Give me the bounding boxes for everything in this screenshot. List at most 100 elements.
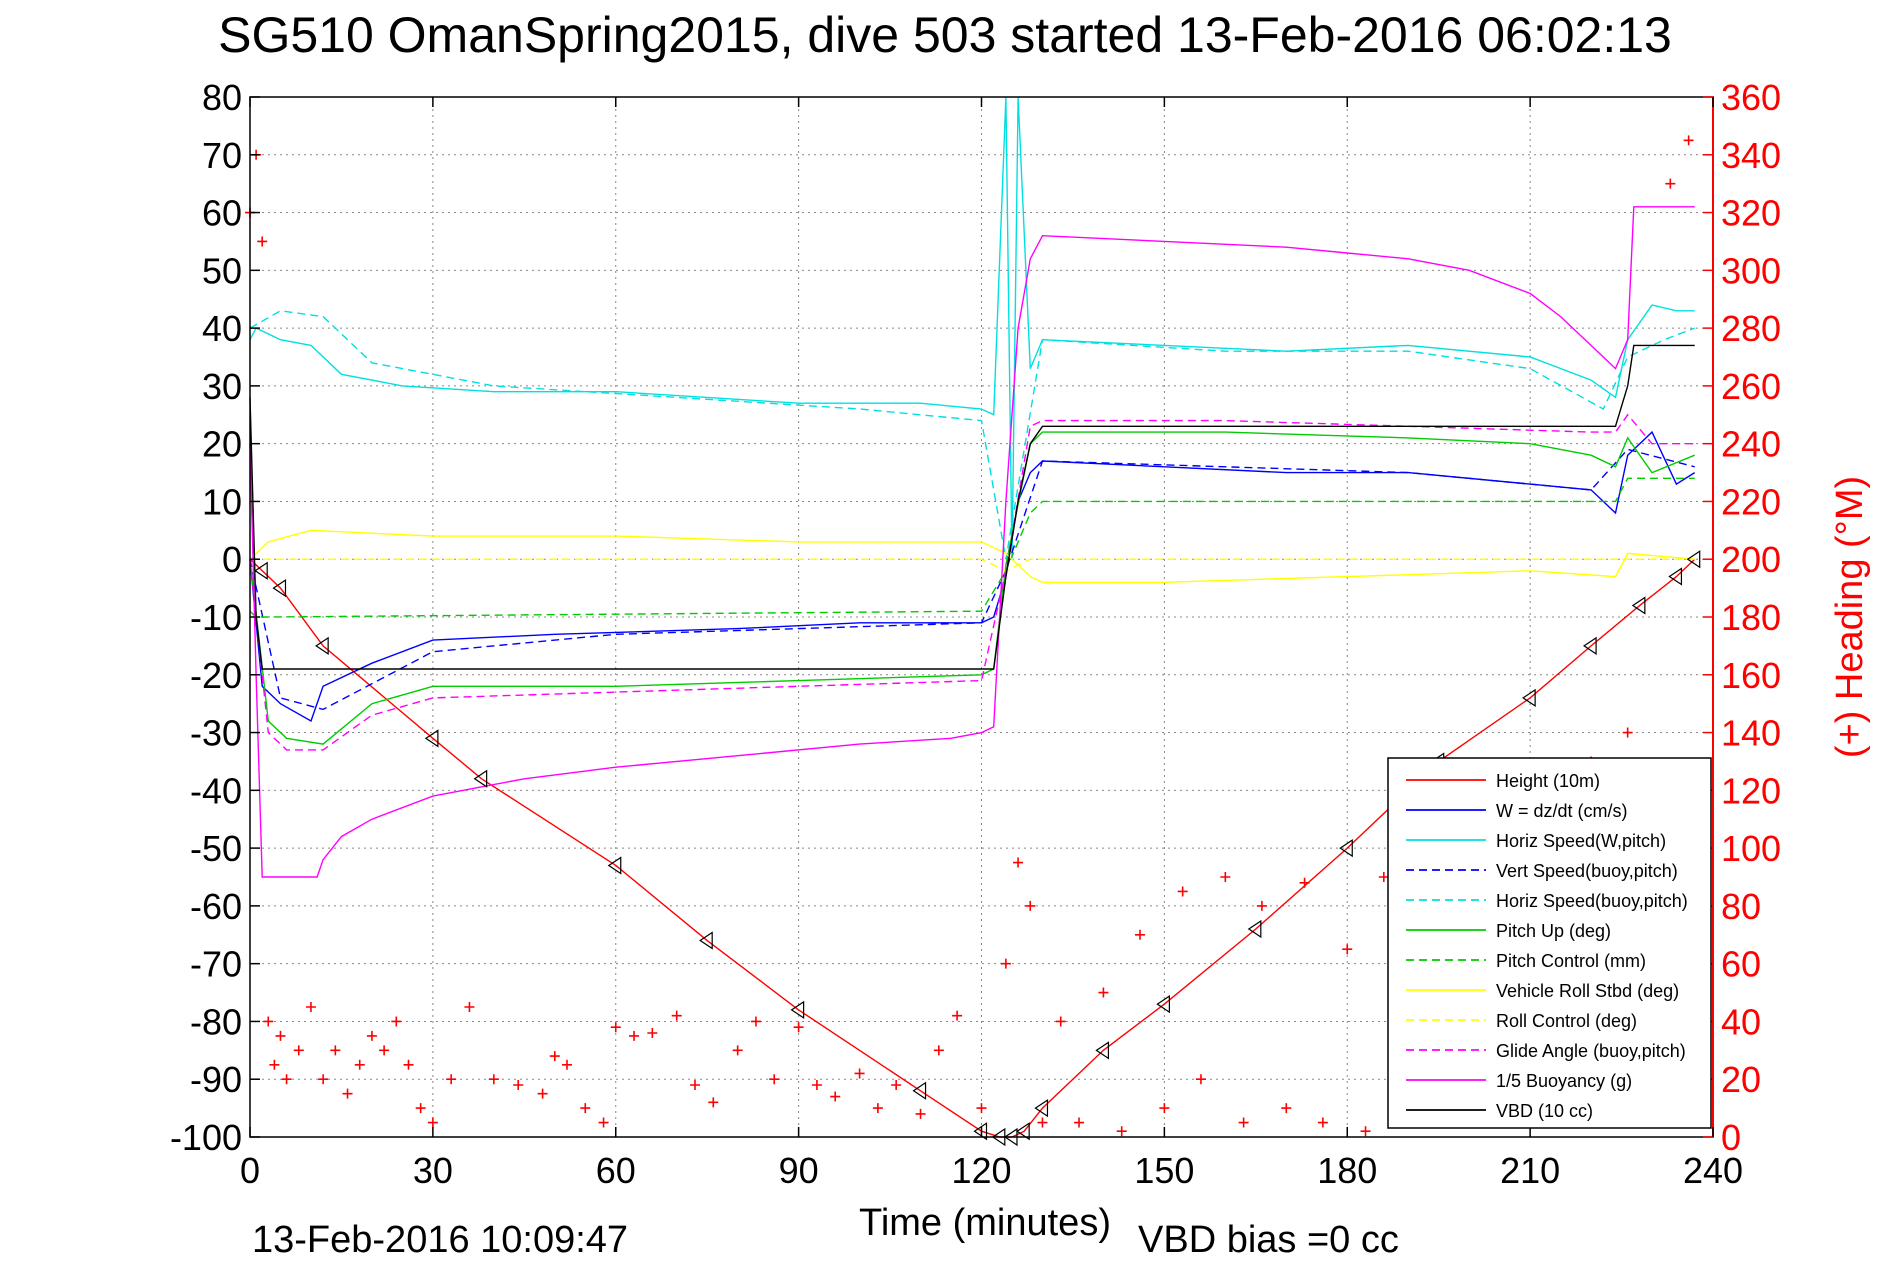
heading-marker <box>305 1002 316 1012</box>
heading-marker <box>872 1103 883 1114</box>
heading-marker <box>1342 944 1353 955</box>
depth-marker <box>1034 1098 1049 1118</box>
legend-box <box>1387 757 1712 1129</box>
heading-marker <box>1622 727 1633 738</box>
y-tick-label-left: 20 <box>202 424 242 465</box>
depth-marker <box>272 578 287 598</box>
legend-label-11: 1/5 Buoyancy (g) <box>1496 1071 1632 1091</box>
y-tick-label-left: -90 <box>190 1059 242 1100</box>
heading-marker <box>854 1068 865 1079</box>
right-axis: 3603403203002802602402202001801601401201… <box>1703 77 1781 1158</box>
heading-marker <box>446 1074 457 1085</box>
y-tick-label-right: 0 <box>1721 1117 1741 1158</box>
heading-marker <box>933 1045 944 1056</box>
depth-marker <box>1095 1041 1110 1060</box>
heading-marker <box>1360 1126 1371 1137</box>
heading-marker <box>1195 1074 1206 1085</box>
y-tick-label-left: -50 <box>190 828 242 869</box>
depth-marker <box>424 729 439 748</box>
y-tick-label-left: 40 <box>202 308 242 349</box>
y-tick-label-left: -30 <box>190 713 242 754</box>
x-tick-label: 90 <box>779 1150 819 1191</box>
depth-marker <box>254 561 268 580</box>
heading-marker <box>610 1022 621 1033</box>
footer-vbd-bias: VBD bias =0 cc <box>1138 1219 1399 1261</box>
heading-marker <box>1281 1103 1292 1114</box>
depth-marker <box>1339 838 1353 858</box>
y-tick-label-left: 70 <box>202 135 242 176</box>
heading-marker <box>464 1002 475 1012</box>
x-tick-label: 210 <box>1500 1150 1560 1191</box>
x-axis-label: Time (minutes) <box>859 1202 1111 1244</box>
depth-marker <box>473 769 488 788</box>
heading-marker <box>598 1117 609 1128</box>
right-axis-label: (+) Heading (°M) <box>1829 476 1871 758</box>
series-line-7 <box>249 477 1695 618</box>
y-tick-label-right: 120 <box>1721 770 1781 811</box>
series-line-12 <box>249 344 1695 670</box>
depth-marker <box>699 931 713 950</box>
y-tick-label-right: 260 <box>1721 366 1781 407</box>
heading-marker <box>263 1016 274 1027</box>
heading-marker <box>1025 900 1036 911</box>
legend-label-6: Pitch Up (deg) <box>1496 921 1611 941</box>
y-tick-label-right: 40 <box>1721 1001 1761 1042</box>
heading-marker <box>275 1030 286 1041</box>
y-tick-label-left: 30 <box>202 366 242 407</box>
heading-marker <box>403 1059 414 1070</box>
heading-marker <box>952 1010 963 1021</box>
depth-marker <box>1156 994 1170 1014</box>
heading-marker <box>1177 886 1188 897</box>
heading-marker <box>366 1030 377 1041</box>
x-tick-label: 120 <box>951 1150 1011 1191</box>
depth-marker <box>1668 567 1683 586</box>
legend-label-1: Height (10m) <box>1496 771 1600 791</box>
heading-marker <box>488 1074 499 1085</box>
series-line-4 <box>249 448 1695 711</box>
depth-marker <box>1686 550 1701 569</box>
legend-label-10: Glide Angle (buoy,pitch) <box>1496 1041 1686 1061</box>
y-tick-label-right: 340 <box>1721 135 1781 176</box>
heading-marker <box>549 1051 560 1062</box>
y-tick-label-right: 220 <box>1721 481 1781 522</box>
legend-label-4: Vert Speed(buoy,pitch) <box>1496 861 1678 881</box>
y-tick-label-right: 240 <box>1721 424 1781 465</box>
legend-label-8: Vehicle Roll Stbd (deg) <box>1496 981 1679 1001</box>
x-axis: 0 30 60 90 120 150 180 210 240 <box>240 97 1743 1191</box>
heading-marker <box>1134 929 1145 940</box>
depth-marker <box>1522 688 1536 708</box>
heading-marker <box>689 1080 700 1090</box>
heading-marker <box>257 236 268 247</box>
y-tick-label-left: 50 <box>202 250 242 291</box>
depth-marker <box>607 856 622 875</box>
depth-marker <box>1016 1122 1030 1141</box>
y-tick-label-right: 140 <box>1721 713 1781 754</box>
heading-marker <box>708 1097 719 1108</box>
heading-marker <box>1665 178 1676 189</box>
x-tick-label: 240 <box>1683 1150 1743 1191</box>
series-layer <box>249 96 1696 1138</box>
y-tick-label-left: -70 <box>190 944 242 985</box>
y-tick-label-left: 80 <box>202 77 242 118</box>
legend: Height (10m) W = dz/dt (cm/s) Horiz Speed(… <box>1387 757 1712 1129</box>
heading-marker <box>1159 1103 1170 1114</box>
heading-marker <box>269 1059 280 1070</box>
heading-marker <box>281 1074 292 1085</box>
heading-marker <box>793 1022 804 1033</box>
depth-marker <box>912 1081 927 1100</box>
heading-marker <box>330 1045 341 1056</box>
heading-marker <box>293 1045 304 1056</box>
heading-marker <box>915 1108 926 1119</box>
depth-marker <box>1631 596 1646 615</box>
heading-marker <box>811 1080 822 1090</box>
depth-marker <box>1247 919 1262 939</box>
y-tick-label-left: -10 <box>190 597 242 638</box>
y-tick-label-left: -20 <box>190 655 242 696</box>
x-tick-label: 180 <box>1317 1150 1377 1191</box>
heading-marker <box>891 1080 902 1090</box>
x-tick-label: 30 <box>413 1150 453 1191</box>
y-tick-label-right: 60 <box>1721 944 1761 985</box>
series-line-10 <box>249 413 1695 751</box>
y-tick-label-right: 180 <box>1721 597 1781 638</box>
